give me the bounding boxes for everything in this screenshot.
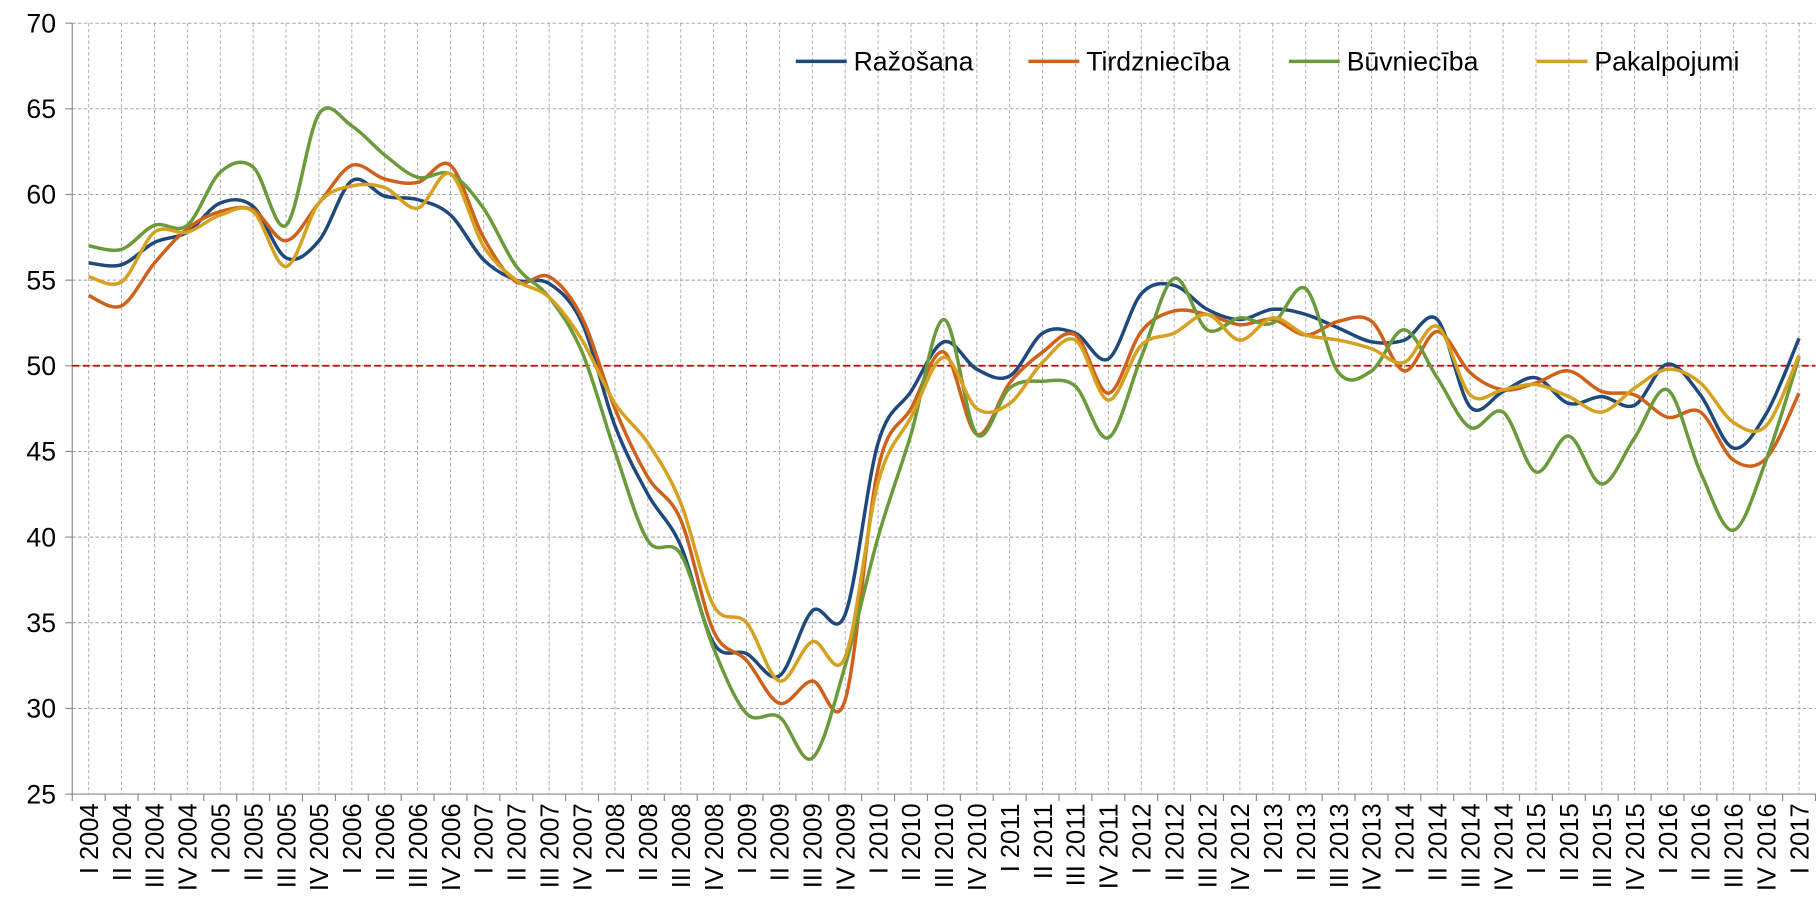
x-tick-label: II 2008 [635, 803, 663, 881]
x-tick-label: IV 2010 [964, 803, 992, 891]
x-tick-label: IV 2009 [832, 803, 860, 891]
x-tick-label: IV 2005 [306, 803, 334, 891]
y-tick-label: 55 [26, 265, 56, 295]
y-tick-label: 70 [26, 8, 56, 38]
x-tick-label: III 2006 [405, 803, 433, 888]
x-tick-label: I 2004 [76, 803, 104, 874]
x-tick-label: IV 2004 [175, 803, 203, 891]
x-tick-label: II 2011 [1030, 803, 1058, 879]
x-tick-label: III 2013 [1326, 803, 1354, 888]
legend-label: Pakalpojumi [1594, 47, 1739, 77]
x-tick-label: IV 2012 [1227, 803, 1255, 891]
x-tick-label: II 2010 [898, 803, 926, 881]
series-line [88, 106, 1801, 761]
x-tick-label: I 2017 [1786, 803, 1814, 874]
x-tick-label: II 2016 [1688, 803, 1716, 881]
y-tick-label: 30 [26, 694, 56, 724]
x-tick-label: I 2015 [1523, 803, 1551, 874]
x-tick-label: III 2016 [1721, 803, 1749, 888]
y-tick-label: 25 [26, 779, 56, 809]
x-tick-label: IV 2011 [1096, 803, 1124, 889]
y-tick-label: 35 [26, 608, 56, 638]
y-tick-label: 60 [26, 180, 56, 210]
x-tick-label: III 2014 [1457, 803, 1485, 888]
x-tick-label: III 2012 [1194, 803, 1222, 888]
x-tick-label: II 2014 [1425, 803, 1453, 881]
x-tick-label: I 2010 [865, 803, 893, 874]
x-tick-label: II 2015 [1556, 803, 1584, 881]
x-tick-label: III 2004 [142, 803, 170, 888]
x-tick-label: II 2007 [504, 803, 532, 881]
x-tick-label: III 2011 [1063, 803, 1091, 886]
x-tick-label: III 2015 [1589, 803, 1617, 888]
legend-label: Ražošana [854, 47, 974, 77]
x-tick-label: II 2012 [1161, 803, 1189, 881]
y-tick-label: 40 [26, 522, 56, 552]
x-tick-label: I 2011 [997, 803, 1025, 872]
x-tick-label: I 2012 [1128, 803, 1156, 874]
x-tick-label: IV 2015 [1622, 803, 1650, 891]
x-tick-label: II 2005 [240, 803, 268, 881]
x-tick-label: III 2007 [536, 803, 564, 888]
x-tick-label: III 2010 [931, 803, 959, 888]
x-tick-label: I 2016 [1655, 803, 1683, 874]
x-tick-label: II 2004 [109, 803, 137, 881]
x-tick-label: I 2009 [734, 803, 762, 874]
series-line [88, 171, 1801, 683]
x-tick-label: IV 2016 [1753, 803, 1781, 891]
x-tick-label: I 2013 [1260, 803, 1288, 874]
x-tick-label: I 2005 [208, 803, 236, 874]
y-tick-label: 45 [26, 437, 56, 467]
legend-label: Būvniecība [1347, 47, 1479, 77]
x-tick-label: IV 2008 [701, 803, 729, 891]
y-tick-label: 65 [26, 94, 56, 124]
x-tick-label: IV 2007 [569, 803, 597, 891]
x-tick-label: IV 2013 [1359, 803, 1387, 891]
x-tick-label: I 2014 [1392, 803, 1420, 874]
x-tick-label: I 2008 [602, 803, 630, 874]
x-tick-label: I 2006 [339, 803, 367, 874]
x-tick-label: III 2008 [668, 803, 696, 888]
y-tick-label: 50 [26, 351, 56, 381]
x-tick-label: III 2005 [273, 803, 301, 888]
x-tick-label: II 2006 [372, 803, 400, 881]
x-tick-label: II 2013 [1293, 803, 1321, 881]
x-tick-label: IV 2014 [1490, 803, 1518, 891]
x-tick-label: I 2007 [471, 803, 499, 874]
x-tick-label: IV 2006 [438, 803, 466, 891]
legend-label: Tirdzniecība [1086, 47, 1230, 77]
x-tick-label: III 2009 [800, 803, 828, 888]
x-tick-label: II 2009 [767, 803, 795, 881]
